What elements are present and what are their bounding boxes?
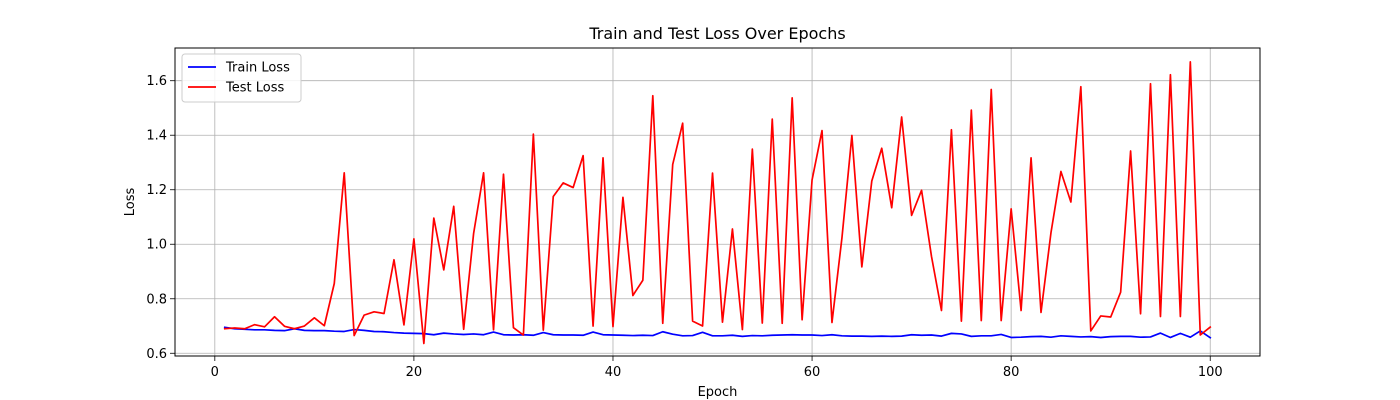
x-tick-label: 20 xyxy=(406,365,423,380)
axis-ticks: 0 20 40 60 80 100 0.6 0.8 1.0 1.2 1.4 1.6 xyxy=(146,74,1222,380)
y-tick-label: 0.6 xyxy=(146,347,167,362)
x-axis-title: Epoch xyxy=(698,385,738,400)
legend-box xyxy=(181,53,302,103)
x-tick-label: 60 xyxy=(804,365,821,380)
plot-area-frame xyxy=(174,47,1261,357)
y-tick-label: 1.4 xyxy=(146,129,167,144)
legend: Train Loss Test Loss xyxy=(181,53,302,103)
legend-train-loss-label: Train Loss xyxy=(225,61,290,76)
x-tick-label: 80 xyxy=(1003,365,1020,380)
x-tick-label: 0 xyxy=(211,365,219,380)
x-tick-label: 100 xyxy=(1198,365,1223,380)
legend-test-loss-label: Test Loss xyxy=(225,81,284,96)
test-loss-line xyxy=(223,61,1212,345)
chart-title: Train and Test Loss Over Epochs xyxy=(588,24,845,43)
y-tick-label: 1.2 xyxy=(146,183,167,198)
y-tick-label: 0.8 xyxy=(146,292,167,307)
x-tick-label: 40 xyxy=(605,365,622,380)
plot-series xyxy=(223,61,1212,345)
y-tick-label: 1.6 xyxy=(146,74,167,89)
grid xyxy=(175,48,1260,356)
y-axis-title: Loss xyxy=(123,188,138,217)
y-tick-label: 1.0 xyxy=(146,238,167,253)
train-loss-line xyxy=(223,326,1212,339)
